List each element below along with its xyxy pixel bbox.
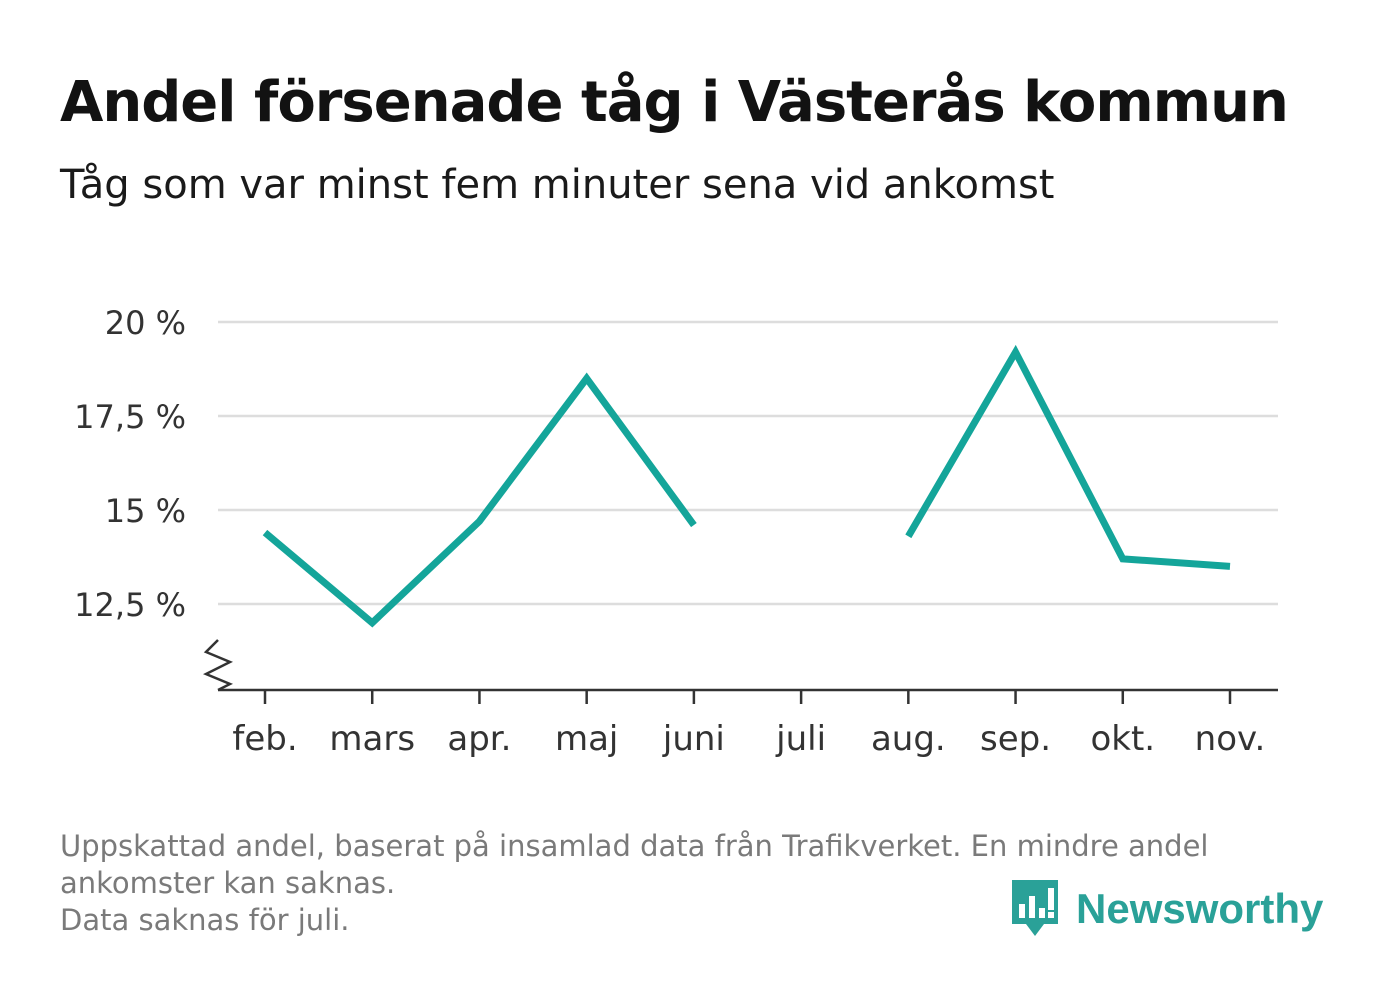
chart-title: Andel försenade tåg i Västerås kommun bbox=[60, 70, 1289, 135]
footnote-line-2: ankomster kan saknas. bbox=[60, 866, 396, 900]
x-tick-label: sep. bbox=[980, 719, 1051, 759]
series-line-segment bbox=[262, 372, 697, 628]
y-tick-label: 17,5 % bbox=[74, 398, 186, 436]
x-tick-label: nov. bbox=[1195, 719, 1266, 759]
x-tick-label: juni bbox=[662, 719, 725, 759]
y-tick-label: 12,5 % bbox=[74, 586, 186, 624]
x-tick-label: aug. bbox=[871, 719, 946, 759]
chart-subtitle: Tåg som var minst fem minuter sena vid a… bbox=[60, 162, 1055, 208]
gridlines bbox=[218, 320, 1278, 606]
series-line-segment bbox=[905, 344, 1231, 570]
line-chart: 12,5 % 15 % 17,5 % 20 % feb. mars apr. maj juni… bbox=[74, 304, 1278, 759]
brand-logo: Newsworthy bbox=[1010, 878, 1323, 940]
x-tick-label: juli bbox=[775, 719, 826, 759]
bar-chart-logo-icon bbox=[1012, 880, 1058, 936]
x-tick-label: maj bbox=[555, 719, 618, 759]
x-tick-label: okt. bbox=[1090, 719, 1155, 759]
x-tick-label: apr. bbox=[447, 719, 511, 759]
x-tick-label: feb. bbox=[232, 719, 297, 759]
x-axis: feb. mars apr. maj juni juli aug. sep. okt. nov. bbox=[202, 639, 1278, 759]
footnote-line-3: Data saknas för juli. bbox=[60, 903, 350, 937]
axis-break-icon bbox=[202, 639, 234, 692]
brand-name: Newsworthy bbox=[1076, 885, 1324, 932]
y-tick-label: 15 % bbox=[105, 492, 186, 530]
series-lines bbox=[262, 344, 1231, 628]
x-tick-label: mars bbox=[329, 719, 415, 759]
y-tick-label: 20 % bbox=[105, 304, 186, 342]
footnote-line-1: Uppskattad andel, baserat på insamlad da… bbox=[60, 829, 1209, 863]
y-axis-tick-labels: 12,5 % 15 % 17,5 % 20 % bbox=[74, 304, 186, 624]
footnote: Uppskattad andel, baserat på insamlad da… bbox=[60, 828, 1208, 939]
